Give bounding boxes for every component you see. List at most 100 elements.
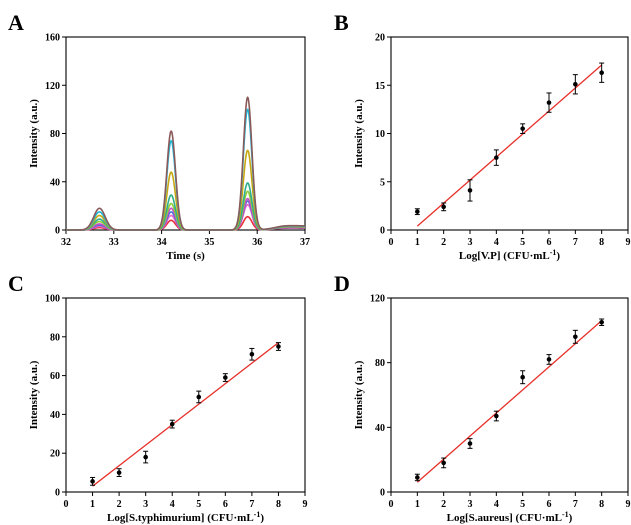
- p4-x-tick-label: 6: [547, 499, 552, 510]
- p3-y-tick-label: 0: [55, 488, 60, 499]
- p2-x-tick-label: 3: [468, 237, 473, 248]
- p2-data-point: [573, 81, 578, 87]
- p3-data-point: [223, 375, 228, 380]
- p3-y-tick-label: 100: [45, 294, 60, 305]
- panel-b: 0 1 2 3 4 5 6 7 8 9 0 5 10 15 20 Log[V.P] (CFU·mL-1) Int…: [353, 33, 631, 263]
- p4-x-tick-label: 8: [599, 499, 604, 510]
- panel-c: 0 1 2 3 4 5 6 7 8 9 0 20 40 60 80 100 Log[S.typhimurium]…: [28, 294, 308, 525]
- p2-data-point: [546, 100, 552, 105]
- p1-y-tick-label: 80: [50, 129, 60, 140]
- p3-y-tick-label: 80: [50, 332, 60, 343]
- p2-data-point: [415, 209, 420, 214]
- p4-x-tick-label: 7: [573, 499, 578, 510]
- p1-x-tick-label: 35: [204, 237, 214, 248]
- p3-x-tick-label: 5: [196, 499, 201, 510]
- p2-x-tick-label: 7: [573, 237, 578, 248]
- p1-y-tick-label: 160: [45, 33, 60, 44]
- p4-y-tick-label: 40: [375, 423, 385, 434]
- p1-x-tick-label: 33: [109, 237, 119, 248]
- p3-plot-frame: [65, 297, 306, 493]
- p4-x-tick-label: 2: [441, 499, 446, 510]
- p1-x-axis-label: Time (s): [166, 250, 205, 262]
- p4-y-tick-label: 80: [375, 358, 385, 369]
- p2-x-tick-label: 4: [494, 237, 499, 248]
- p4-x-tick-label: 9: [626, 499, 631, 510]
- p3-y-tick-label: 40: [50, 410, 60, 421]
- p2-x-tick-label: 2: [441, 237, 446, 248]
- p1-y-tick-label: 120: [45, 81, 60, 92]
- p4-plot-frame: [390, 297, 629, 493]
- p4-y-tick-label: 120: [370, 294, 385, 305]
- p3-data-point: [143, 454, 148, 460]
- p4-y-axis-label: Intensity (a.u.): [353, 360, 365, 429]
- p3-fit-line: [92, 342, 279, 487]
- p3-x-tick-label: 3: [143, 499, 148, 510]
- p4-data-point: [520, 374, 525, 380]
- p3-x-tick-label: 6: [223, 499, 228, 510]
- p2-x-tick-label: 6: [547, 237, 552, 248]
- p3-data-point: [249, 351, 255, 357]
- p4-x-tick-label: 4: [494, 499, 499, 510]
- p4-x-tick-label: 1: [415, 499, 420, 510]
- p1-y-tick-label: 40: [50, 177, 60, 188]
- p2-data-point: [467, 188, 473, 193]
- p3-data-point: [90, 479, 95, 484]
- p2-data-point: [599, 70, 604, 76]
- p2-x-tick-label: 9: [626, 237, 631, 248]
- p3-y-axis-label: Intensity (a.u.): [28, 360, 40, 429]
- p2-data-point: [441, 204, 446, 210]
- p2-x-tick-label: 0: [389, 237, 394, 248]
- p4-data-point: [467, 441, 473, 446]
- p1-series-line-8: [65, 108, 306, 231]
- p3-data-point: [169, 421, 175, 427]
- panel-letter-d: D: [334, 271, 350, 296]
- p1-x-tick-label: 32: [61, 237, 71, 248]
- p4-data-point: [573, 334, 578, 340]
- p3-x-axis-label: Log[S.typhimurium] (CFU·mL-1): [107, 510, 264, 524]
- p4-x-tick-label: 0: [389, 499, 394, 510]
- p2-x-tick-label: 8: [599, 237, 604, 248]
- p1-y-axis-label: Intensity (a.u.): [28, 99, 40, 168]
- p1-x-tick-label: 36: [252, 237, 262, 248]
- p3-x-tick-label: 8: [276, 499, 281, 510]
- p1-y-tick-label: 0: [55, 226, 60, 237]
- p1-x-tick-label: 34: [157, 237, 167, 248]
- p2-y-tick-label: 5: [380, 177, 385, 188]
- p3-y-tick-label: 20: [50, 449, 60, 460]
- p1-series-line-7: [65, 149, 306, 231]
- p2-x-tick-label: 5: [520, 237, 525, 248]
- panel-d: 0 1 2 3 4 5 6 7 8 9 0 40 80 120 Log[S.aureus] (CFU·mL-…: [353, 294, 631, 525]
- p2-fit-line: [416, 64, 603, 227]
- p4-y-tick-label: 0: [380, 488, 385, 499]
- p2-y-axis-label: Intensity (a.u.): [353, 99, 365, 168]
- p4-data-point: [546, 357, 552, 362]
- p3-x-tick-label: 7: [249, 499, 254, 510]
- panel-a: 32 33 34 35 36 37 0 40 80 120 160 Time (s) Intensity…: [28, 33, 310, 263]
- p4-fit-line: [416, 320, 603, 483]
- p2-y-tick-label: 0: [380, 226, 385, 237]
- p3-x-tick-label: 9: [303, 499, 308, 510]
- p4-data-point: [441, 460, 446, 466]
- p2-y-tick-label: 20: [375, 33, 385, 44]
- p1-series-line-9: [65, 96, 306, 231]
- p2-plot-frame: [390, 36, 629, 231]
- p1-plot-frame: [65, 36, 306, 231]
- p4-x-axis-label: Log[S.aureus] (CFU·mL-1): [447, 510, 573, 524]
- p3-data-point: [276, 344, 281, 349]
- p2-y-tick-label: 15: [375, 81, 385, 92]
- p1-x-tick-label: 37: [300, 237, 310, 248]
- p4-x-tick-label: 5: [520, 499, 525, 510]
- p4-data-point: [494, 413, 499, 419]
- p1-series-line-3: [65, 200, 306, 231]
- p2-y-tick-label: 10: [375, 129, 385, 140]
- p4-data-point: [415, 475, 420, 480]
- p2-data-point: [494, 155, 499, 160]
- p3-data-point: [196, 394, 202, 400]
- p2-data-point: [520, 126, 525, 131]
- panel-letter-c: C: [8, 271, 24, 296]
- p4-x-tick-label: 3: [468, 499, 473, 510]
- p3-x-tick-label: 1: [90, 499, 95, 510]
- p3-data-point: [116, 470, 122, 475]
